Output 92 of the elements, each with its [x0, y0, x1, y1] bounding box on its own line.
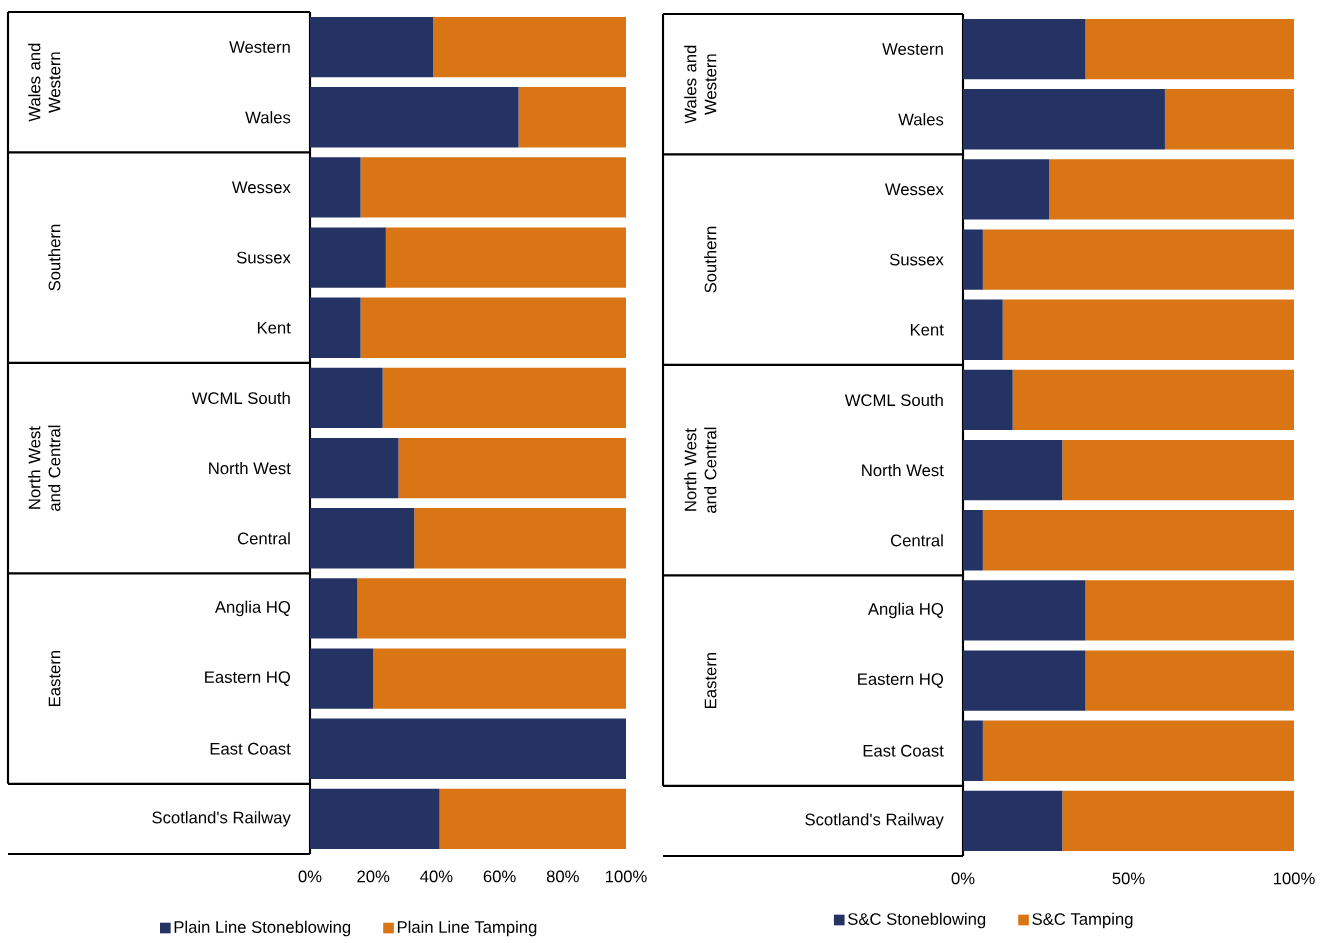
y-tick-label: Eastern HQ	[858, 673, 944, 688]
bar	[357, 578, 627, 639]
x-tick-label: 80%	[546, 870, 579, 883]
bar	[382, 367, 627, 429]
bar	[310, 508, 415, 569]
y-tick-label: Kent	[257, 321, 291, 334]
bar	[982, 510, 1295, 571]
bar	[982, 229, 1295, 290]
legend-label: S&C Stoneblowing	[848, 912, 986, 929]
text: Wales and Western	[28, 43, 61, 122]
bar	[360, 157, 627, 218]
bar	[433, 16, 627, 78]
bar	[310, 648, 374, 709]
bar	[963, 720, 983, 781]
y-tick-label: East Coast	[210, 742, 291, 755]
bar	[518, 87, 627, 148]
bar	[310, 788, 440, 850]
bar	[1002, 299, 1295, 360]
text: North West and Central	[684, 427, 717, 513]
y-tick-label: Western	[882, 43, 943, 55]
y-tick-label: Scotland's Railway	[805, 813, 944, 829]
bar	[963, 369, 1013, 431]
x-tick-label: 0%	[951, 872, 975, 885]
y-tick-label: Central	[890, 534, 943, 547]
bar	[963, 159, 1050, 220]
legend-label: Plain Line Stoneblowing	[174, 920, 351, 937]
x-tick-label: 50%	[1112, 872, 1145, 885]
y-tick-label: Kent	[910, 323, 944, 336]
bar	[310, 367, 383, 429]
bar	[1085, 18, 1295, 80]
bar	[310, 718, 627, 779]
y-tick-label: East Coast	[863, 744, 944, 757]
bar	[439, 788, 627, 850]
bar	[360, 297, 627, 358]
bar	[963, 580, 1086, 641]
x-tick-label: 100%	[1273, 872, 1315, 885]
bar	[1049, 159, 1295, 220]
y-tick-label: Anglia HQ	[214, 600, 291, 617]
bar	[1164, 89, 1295, 150]
bar	[1012, 369, 1295, 431]
y-tick-label: Central	[237, 532, 290, 545]
legend-label: S&C Tamping	[1032, 912, 1133, 929]
y-tick-label: WCML South	[844, 393, 943, 407]
x-tick-label: 0%	[298, 870, 322, 883]
text: Eastern	[704, 652, 717, 708]
y-tick-label: Anglia HQ	[867, 602, 944, 619]
text: North West and Central	[28, 425, 61, 511]
y-tick-label: Wessex	[884, 183, 944, 196]
y-tick-label: Wales	[898, 113, 944, 126]
bar	[982, 720, 1295, 781]
bar	[963, 439, 1063, 501]
x-tick-label: 100%	[605, 870, 647, 883]
bar	[310, 437, 399, 499]
bar	[310, 87, 519, 148]
y-tick-label: Scotland's Railway	[152, 811, 291, 827]
bar	[310, 16, 434, 78]
bar	[1085, 650, 1295, 711]
bar	[310, 297, 361, 358]
bar	[963, 299, 1003, 360]
y-tick-label: Wales	[245, 111, 291, 124]
bar	[414, 508, 627, 569]
bar	[963, 18, 1086, 80]
y-tick-label: North West	[209, 461, 291, 475]
text: Southern	[704, 226, 717, 293]
bar	[310, 227, 386, 288]
text: Eastern	[48, 650, 61, 706]
legend-label: Plain Line Tamping	[397, 920, 537, 937]
bar	[1062, 439, 1295, 501]
y-tick-label: Sussex	[889, 253, 944, 266]
x-tick-label: 40%	[420, 870, 453, 883]
y-tick-label: Wessex	[231, 181, 291, 194]
bar	[963, 510, 983, 571]
bar	[963, 89, 1165, 150]
y-tick-label: Western	[229, 41, 290, 53]
y-tick-label: Eastern HQ	[205, 671, 291, 686]
x-tick-label: 60%	[483, 870, 516, 883]
bar	[385, 227, 627, 288]
bar	[1062, 790, 1295, 852]
bar	[373, 648, 627, 709]
y-tick-label: WCML South	[191, 391, 290, 405]
bar	[1085, 580, 1295, 641]
bar	[963, 790, 1063, 852]
bar	[963, 650, 1086, 711]
bar	[963, 229, 983, 290]
text: Southern	[48, 224, 61, 291]
y-tick-label: North West	[862, 463, 944, 477]
bar	[310, 578, 358, 639]
bar	[310, 157, 361, 218]
x-tick-label: 20%	[357, 870, 390, 883]
text: Wales and Western	[684, 45, 717, 124]
bar	[398, 437, 627, 499]
y-tick-label: Sussex	[236, 251, 291, 264]
